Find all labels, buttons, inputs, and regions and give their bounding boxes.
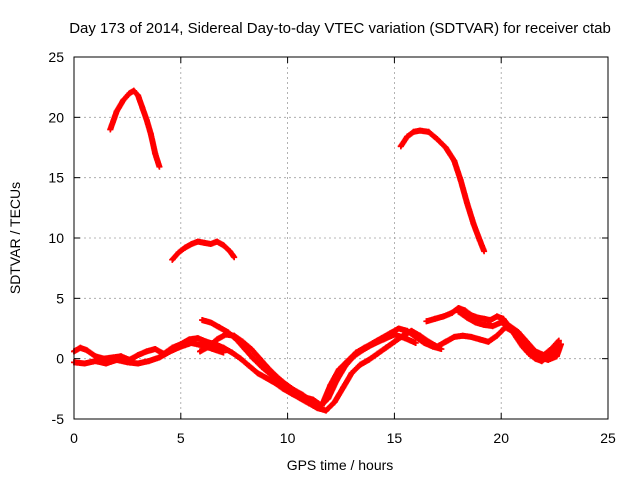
x-tick-label: 15 [387, 430, 403, 446]
y-tick-label: 0 [56, 351, 64, 367]
grid-lines [74, 57, 608, 419]
axis-ticks: 0 5 10 15 20 25 -5 0 5 10 15 20 25 [48, 49, 616, 446]
x-tick-label: 10 [280, 430, 296, 446]
series-trace [455, 308, 562, 358]
series-arc-a [107, 87, 163, 170]
series-trace [397, 127, 487, 254]
y-tick-label: 20 [48, 109, 64, 125]
series-arc-e [71, 339, 227, 367]
x-tick-label: 5 [177, 430, 185, 446]
series-arc-f [199, 317, 445, 409]
series-arc-g [197, 331, 419, 410]
x-axis-label: GPS time / hours [287, 457, 394, 473]
y-tick-label: 5 [56, 290, 64, 306]
data-series [71, 87, 565, 414]
y-tick-label: 10 [48, 230, 64, 246]
series-arc-b [169, 238, 238, 263]
series-arc-i [434, 324, 565, 363]
x-tick-label: 0 [70, 430, 78, 446]
series-trace [197, 331, 418, 410]
x-tick-label: 20 [493, 430, 509, 446]
series-arc-j [455, 308, 562, 359]
y-tick-label: -5 [52, 411, 65, 427]
y-tick-label: 15 [48, 170, 64, 186]
series-trace [169, 238, 237, 263]
series-trace [199, 317, 444, 409]
x-tick-label: 25 [600, 430, 616, 446]
series-arc-c [397, 127, 488, 255]
y-axis-label: SDTVAR / TECUs [7, 182, 23, 294]
chart-title: Day 173 of 2014, Sidereal Day-to-day VTE… [69, 20, 611, 37]
y-tick-label: 25 [48, 49, 64, 65]
series-trace [107, 87, 163, 169]
